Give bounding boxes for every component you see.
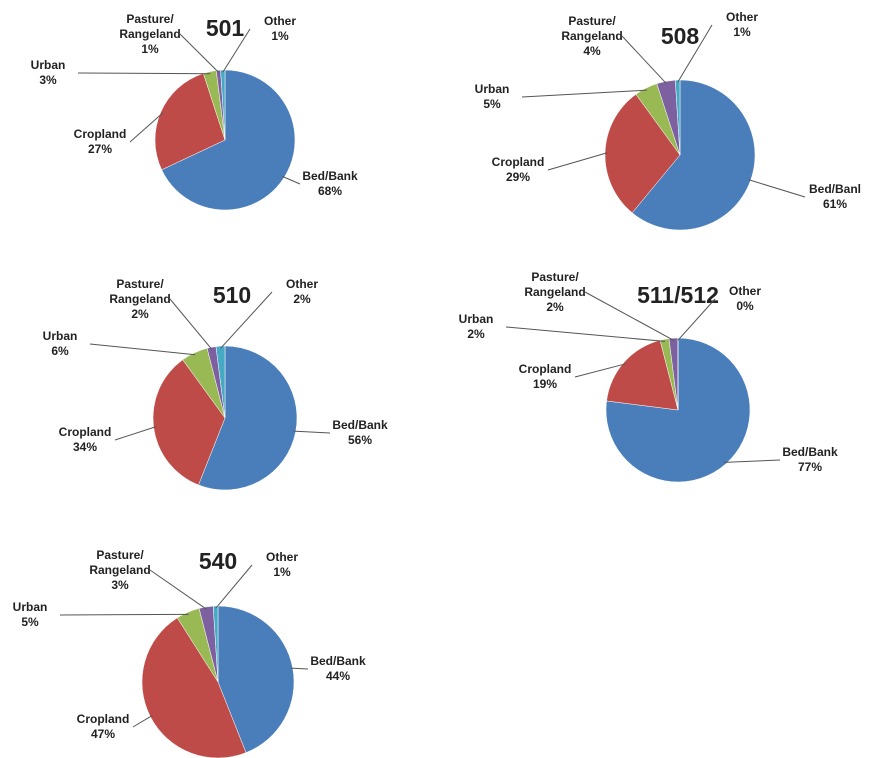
chart-title: 540 xyxy=(199,548,237,574)
value-label: 29% xyxy=(506,170,530,184)
slice-label: Other xyxy=(266,550,298,564)
leader-line xyxy=(59,613,189,616)
value-label: 2% xyxy=(467,327,485,341)
leader-line xyxy=(621,35,667,84)
value-label: 68% xyxy=(318,184,342,198)
leader-line xyxy=(677,24,713,83)
leader-line xyxy=(215,564,253,609)
leader-line xyxy=(748,179,806,198)
pie-slice xyxy=(675,79,681,156)
value-label: 0% xyxy=(736,299,754,313)
value-label: 5% xyxy=(483,97,501,111)
leader-line xyxy=(293,430,331,434)
pie-slice xyxy=(606,339,679,411)
leader-line xyxy=(584,291,674,341)
value-label: 1% xyxy=(141,42,159,56)
leader-line xyxy=(149,569,207,610)
leader-line xyxy=(282,175,301,185)
leader-line xyxy=(179,33,219,73)
slice-label: Pasture/Rangeland xyxy=(89,548,150,577)
slice-label: Urban xyxy=(43,329,78,343)
chart-title: 511/512 xyxy=(637,282,719,308)
value-label: 77% xyxy=(798,460,822,474)
slice-label: Bed/Bank xyxy=(302,169,358,183)
pie-slice xyxy=(215,345,226,419)
slice-label: Bed/Bank xyxy=(332,418,388,432)
slice-label: Pasture/Rangeland xyxy=(109,277,170,306)
value-label: 47% xyxy=(91,727,115,741)
slice-label: Bed/Banl xyxy=(809,182,861,196)
slice-label: Other xyxy=(264,14,296,28)
slice-label: Pasture/Rangeland xyxy=(524,270,585,299)
leader-line xyxy=(505,326,665,342)
value-label: 44% xyxy=(326,669,350,683)
leader-line xyxy=(677,298,716,341)
pie-slice xyxy=(604,93,681,214)
slice-label: Urban xyxy=(31,58,66,72)
value-label: 19% xyxy=(533,377,557,391)
pie-slice xyxy=(220,69,226,141)
slice-label: Pasture/Rangeland xyxy=(561,14,622,43)
leader-line xyxy=(574,363,626,378)
value-label: 1% xyxy=(271,29,289,43)
value-label: 4% xyxy=(583,44,601,58)
value-label: 6% xyxy=(51,344,69,358)
slice-label: Bed/Bank xyxy=(782,445,838,459)
leader-line xyxy=(724,459,781,463)
slice-label: Pasture/Rangeland xyxy=(119,12,180,41)
leader-line xyxy=(132,715,153,728)
slice-label: Urban xyxy=(475,82,510,96)
value-label: 27% xyxy=(88,142,112,156)
value-label: 56% xyxy=(348,433,372,447)
value-label: 2% xyxy=(293,292,311,306)
value-label: 3% xyxy=(39,73,57,87)
leader-line xyxy=(77,72,211,75)
value-label: 2% xyxy=(131,307,149,321)
slice-label: Other xyxy=(726,10,758,24)
value-label: 1% xyxy=(733,25,751,39)
pie-slice xyxy=(217,605,295,753)
slice-label: Urban xyxy=(13,600,48,614)
chart-title: 508 xyxy=(661,23,700,49)
slice-label: Bed/Bank xyxy=(310,654,366,668)
chart-title: 510 xyxy=(213,282,251,308)
leader-line xyxy=(220,291,273,349)
chart-title: 501 xyxy=(206,15,245,41)
leader-line xyxy=(89,343,196,356)
slice-label: Other xyxy=(729,284,761,298)
slice-label: Cropland xyxy=(519,362,572,376)
value-label: 34% xyxy=(73,440,97,454)
slice-label: Cropland xyxy=(74,127,127,141)
value-label: 5% xyxy=(21,615,39,629)
slice-label: Cropland xyxy=(77,712,130,726)
slice-label: Other xyxy=(286,277,318,291)
value-label: 3% xyxy=(111,578,129,592)
slice-label: Cropland xyxy=(59,425,112,439)
slice-label: Urban xyxy=(459,312,494,326)
leader-line xyxy=(290,667,309,670)
value-label: 2% xyxy=(546,300,564,314)
leader-line xyxy=(169,298,213,350)
leader-line xyxy=(129,112,164,143)
leader-line xyxy=(547,152,608,171)
value-label: 1% xyxy=(273,565,291,579)
leader-line xyxy=(222,28,251,73)
value-label: 61% xyxy=(823,197,847,211)
leader-line xyxy=(521,89,647,98)
leader-line xyxy=(114,426,156,441)
pie-slice xyxy=(154,73,226,171)
slice-label: Cropland xyxy=(492,155,545,169)
